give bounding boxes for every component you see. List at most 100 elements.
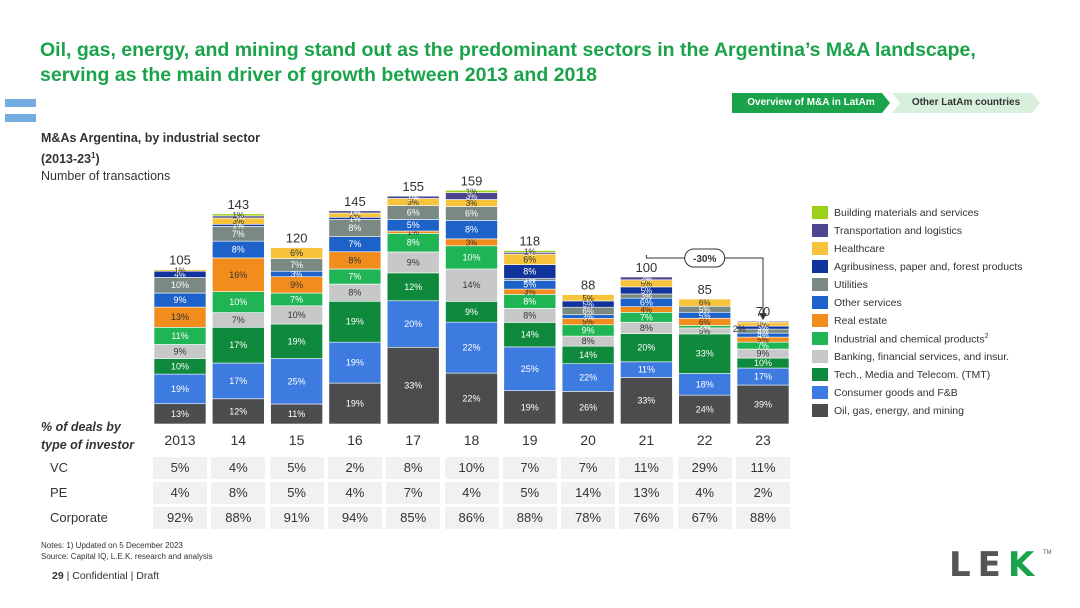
segment-label: 11%	[288, 409, 305, 419]
segment-label: 6%	[640, 297, 653, 307]
legend-label: Healthcare	[834, 243, 885, 255]
investor-table-cell: 8%	[211, 482, 266, 504]
segment-label: 8%	[523, 310, 536, 320]
bar-segment	[328, 341, 382, 384]
segment-label: 10%	[754, 358, 772, 368]
segment-label: 5%	[582, 300, 594, 309]
legend-swatch	[812, 296, 828, 309]
legend-swatch	[812, 350, 828, 363]
segment-label: 33%	[637, 396, 655, 406]
segment-label: 3%	[466, 192, 478, 201]
legend-label: Building materials and services	[834, 207, 979, 219]
investor-row-label: Corporate	[50, 510, 108, 525]
bar-segment	[445, 372, 498, 425]
segment-label: 11%	[171, 331, 188, 341]
segment-label: 24%	[696, 405, 714, 415]
investor-row-label: VC	[50, 460, 69, 475]
segment-label: 9%	[756, 349, 769, 359]
bar-segment	[445, 268, 498, 302]
investor-table-cell: 85%	[386, 507, 441, 529]
segment-label: 19%	[288, 336, 306, 346]
segment-label: 7%	[290, 294, 303, 304]
bar-segment	[503, 322, 557, 348]
bar-segment	[561, 363, 615, 392]
segment-label: 16%	[229, 270, 247, 280]
bar-total-label: 145	[344, 194, 366, 209]
bar-total-label: 88	[581, 278, 595, 293]
argentina-flag-icon	[5, 99, 36, 122]
segment-label: 3%	[233, 217, 245, 226]
segment-label: 1%	[407, 228, 419, 237]
bar-segment	[620, 333, 673, 363]
chart-unit: Number of transactions	[41, 169, 171, 183]
segment-label: 14%	[521, 330, 539, 340]
segment-label: 4%	[757, 331, 769, 340]
x-tick-label: 22	[696, 432, 713, 448]
segment-label: 10%	[288, 310, 306, 320]
segment-label: 1%	[524, 247, 536, 256]
investor-table-cell: 4%	[444, 482, 499, 504]
bar-segment	[270, 247, 323, 259]
segment-label: 4%	[757, 327, 769, 336]
tab-other-latam[interactable]: Other LatAm countries	[892, 93, 1040, 113]
segment-label: 1%	[407, 193, 419, 202]
investor-table-cell: 5%	[153, 457, 207, 479]
chart-period: (2013-231)	[41, 151, 100, 167]
bar-segment	[678, 298, 732, 307]
investor-table-cell: 2%	[736, 482, 790, 504]
segment-label: 5%	[582, 294, 594, 303]
segment-label: 7%	[757, 342, 769, 351]
segment-label: 9%	[173, 295, 186, 305]
segment-label: 8%	[407, 238, 420, 248]
x-tick-label: 21	[638, 432, 655, 448]
segment-label: 3%	[466, 199, 478, 208]
bar-total-label: 143	[227, 197, 249, 212]
legend-swatch	[812, 242, 828, 255]
x-tick-label: 23	[755, 432, 771, 448]
segment-label: 8%	[348, 288, 361, 298]
segment-label: 22%	[462, 394, 480, 404]
segment-label: 14%	[462, 280, 480, 290]
bar-segment	[503, 390, 557, 425]
segment-label: 3%	[291, 270, 303, 279]
investor-table-cell: 92%	[153, 507, 207, 529]
segment-label: 2%	[349, 211, 361, 220]
legend-swatch	[812, 224, 828, 237]
investor-table-cell: 8%	[386, 457, 441, 479]
tab-overview-latam[interactable]: Overview of M&A in LatAm	[732, 93, 890, 113]
segment-label: 8%	[348, 255, 361, 265]
segment-label: 19%	[346, 399, 364, 409]
bar-segment	[212, 257, 265, 292]
segment-label: 7%	[232, 315, 245, 325]
legend-swatch	[812, 404, 828, 417]
bar-total-label: 120	[286, 231, 308, 246]
segment-label: 6%	[699, 318, 711, 327]
segment-label: 9%	[173, 347, 186, 357]
investor-table-cell: 11%	[619, 457, 674, 479]
legend-swatch	[812, 332, 828, 345]
segment-label: 6%	[523, 254, 536, 264]
investor-table-cell: 10%	[444, 457, 499, 479]
segment-label: 6%	[582, 307, 594, 316]
segment-label: 7%	[348, 272, 361, 282]
segment-label: 6%	[699, 299, 711, 308]
investor-table-cell: 88%	[736, 507, 790, 529]
investor-table-cell: 2%	[327, 457, 382, 479]
bar-segment	[561, 294, 615, 302]
segment-label: 9%	[407, 257, 420, 267]
segment-label: 26%	[579, 403, 597, 413]
x-tick-label: 2013	[164, 432, 196, 448]
legend-label: Banking, financial services, and insur.	[834, 351, 1010, 363]
investor-table-cell: 86%	[444, 507, 499, 529]
segment-label: 13%	[171, 409, 189, 419]
bar-segment	[678, 333, 732, 374]
segment-label: 19%	[171, 384, 189, 394]
investor-table-cell: 91%	[269, 507, 324, 529]
segment-label: 6%	[407, 207, 420, 217]
segment-label: 5%	[641, 279, 653, 288]
x-tick-label: 14	[230, 432, 247, 448]
legend-label: Consumer goods and F&B	[834, 387, 958, 399]
legend-swatch	[812, 314, 828, 327]
segment-label: 1%	[466, 187, 478, 196]
legend-label: Real estate	[834, 315, 888, 327]
